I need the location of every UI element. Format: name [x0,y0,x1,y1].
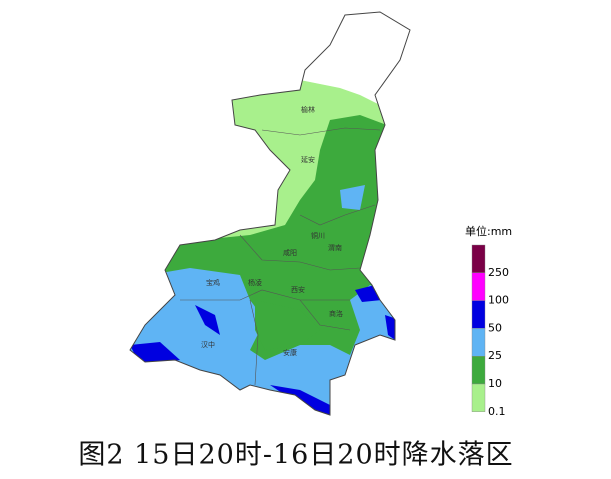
legend-swatch [471,383,486,412]
legend: 250 100 50 25 10 0.1 [471,244,509,418]
legend-label: 100 [488,294,509,307]
city-label: 铜川 [311,231,325,240]
caption: 图2 15日20时-16日20时降水落区 [78,440,513,471]
legend-swatch [471,272,486,301]
legend-swatch [471,356,486,385]
legend-label: 10 [488,377,502,390]
city-label: 商洛 [329,309,343,318]
legend-swatch [471,244,486,273]
city-label: 咸阳 [283,248,297,257]
city-borders [180,127,381,386]
city-label: 渭南 [328,243,342,252]
legend-label: 25 [488,349,502,362]
city-label: 延安 [301,155,315,164]
city-label: 榆林 [301,105,315,114]
legend-swatch [471,300,486,329]
city-label: 西安 [291,285,305,294]
city-label: 杨凌 [248,278,262,287]
legend-label: 250 [488,266,509,279]
legend-label: 50 [488,321,502,334]
legend-swatch [471,328,486,357]
city-label: 宝鸡 [206,278,220,287]
province-border [129,11,411,416]
legend-title: 单位:mm [465,224,512,238]
city-label: 安康 [283,348,297,357]
city-label: 汉中 [201,340,215,349]
legend-label: 0.1 [488,405,506,418]
